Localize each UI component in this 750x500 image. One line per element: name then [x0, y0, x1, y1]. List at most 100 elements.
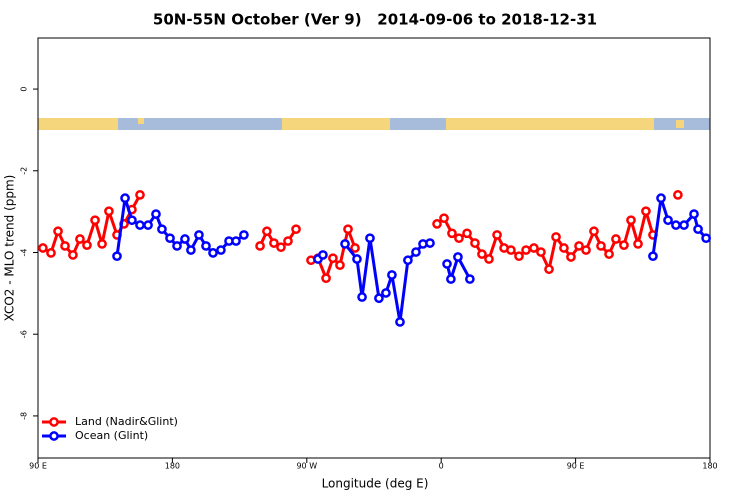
point	[432, 219, 442, 229]
plot-frame	[37, 37, 711, 459]
point	[574, 241, 584, 251]
point	[97, 239, 107, 249]
point	[671, 220, 681, 230]
point	[208, 248, 218, 258]
land-strip	[446, 118, 654, 130]
point	[551, 232, 561, 242]
point	[673, 190, 683, 200]
y-tick-label: -6	[20, 330, 29, 338]
point	[529, 243, 539, 253]
point	[446, 274, 456, 284]
point	[90, 215, 100, 226]
point	[157, 224, 167, 235]
point	[589, 226, 599, 237]
point	[701, 233, 711, 244]
point	[127, 215, 137, 226]
y-tick-label: -4	[20, 249, 29, 257]
point	[335, 260, 345, 271]
point	[465, 274, 475, 284]
land-strip	[676, 120, 684, 128]
point	[514, 251, 524, 262]
point	[365, 233, 375, 244]
point	[318, 250, 328, 260]
point	[75, 234, 85, 244]
point	[343, 224, 353, 235]
point	[374, 293, 384, 304]
point	[340, 239, 350, 249]
point	[112, 251, 122, 262]
point	[506, 245, 516, 255]
point	[442, 259, 452, 269]
point	[536, 247, 546, 257]
point	[641, 206, 651, 217]
legend-label: Land (Nadir&Glint)	[75, 415, 178, 428]
point	[611, 234, 621, 244]
y-axis-label: XCO2 - MLO trend (ppm)	[3, 175, 17, 322]
point	[143, 220, 153, 230]
x-tick-label: 180	[165, 462, 180, 471]
point	[239, 230, 249, 240]
x-tick-label: 90 W	[296, 462, 317, 471]
point	[544, 264, 554, 275]
point	[269, 238, 279, 248]
point	[135, 190, 145, 200]
point	[68, 250, 78, 260]
land-strip	[38, 118, 118, 130]
point	[470, 238, 480, 248]
point	[352, 254, 362, 264]
point	[53, 226, 63, 237]
point	[679, 220, 689, 230]
point	[521, 245, 531, 255]
point	[619, 240, 629, 250]
point	[439, 213, 449, 224]
x-tick-label: 180	[702, 462, 717, 471]
point	[656, 193, 666, 204]
point	[403, 255, 413, 266]
y-tick-label: -8	[20, 412, 29, 420]
point	[216, 245, 226, 255]
point	[172, 241, 182, 251]
x-axis-label: Longitude (deg E)	[322, 477, 429, 491]
point	[201, 241, 211, 251]
point	[596, 241, 606, 251]
point	[693, 224, 703, 235]
point	[321, 273, 331, 284]
y-tick-label: -2	[20, 167, 29, 175]
point	[454, 233, 464, 244]
point	[357, 292, 367, 302]
point	[477, 249, 487, 259]
point	[604, 249, 614, 259]
point	[492, 230, 502, 240]
point	[381, 288, 391, 298]
point	[447, 228, 457, 239]
point	[663, 215, 673, 226]
point	[180, 234, 190, 244]
series-line	[43, 195, 678, 278]
x-tick-label: 90 E	[567, 462, 585, 471]
point	[283, 236, 293, 246]
point	[648, 251, 658, 262]
point	[689, 209, 699, 219]
point	[60, 241, 70, 251]
point	[462, 228, 472, 239]
legend-marker	[49, 417, 59, 427]
point	[626, 215, 636, 226]
legend-label: Ocean (Glint)	[75, 429, 148, 442]
point	[120, 193, 130, 204]
point	[151, 209, 161, 219]
legend-marker	[49, 431, 59, 441]
point	[387, 270, 397, 280]
land-strip	[282, 118, 390, 130]
point	[350, 243, 360, 253]
point	[484, 254, 494, 264]
point	[194, 230, 204, 240]
point	[38, 243, 48, 253]
point	[82, 240, 92, 250]
point	[559, 243, 569, 253]
point	[328, 253, 338, 264]
point	[291, 224, 301, 235]
point	[581, 245, 591, 255]
point	[186, 245, 196, 255]
